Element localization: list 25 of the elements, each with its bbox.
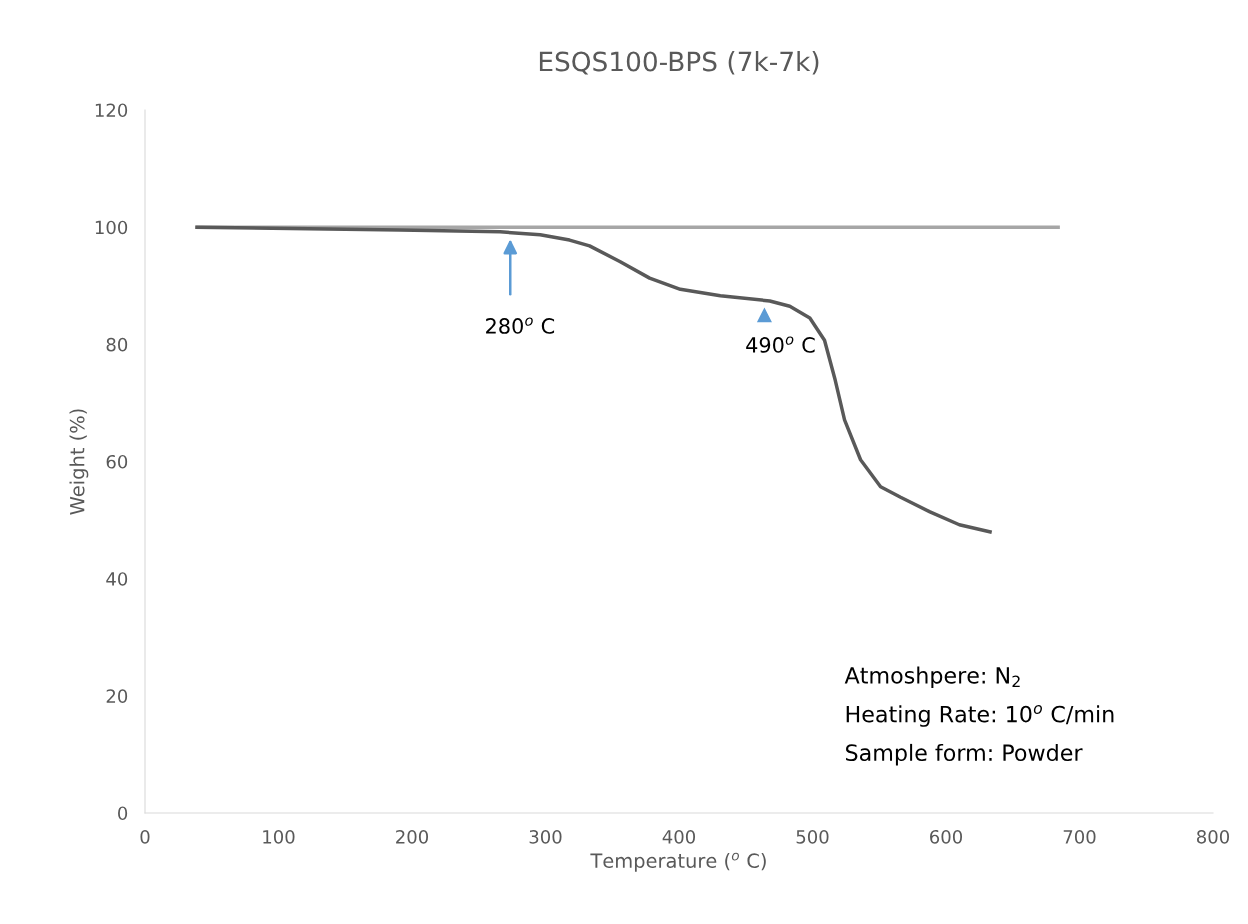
x-tick-label: 400 — [662, 829, 696, 844]
annotation: 280$^{o}$ C — [486, 317, 555, 334]
annotation: Heating Rate: 10$^{o}$ C/min — [846, 704, 1114, 727]
x-tick-label: 300 — [529, 829, 562, 844]
annotation: 490$^{o}$ C — [746, 336, 815, 353]
x-tick-label: 200 — [396, 829, 429, 844]
x-tick-label: 700 — [1063, 829, 1096, 844]
line-series — [195, 225, 992, 534]
annotation: Atmoshpere: N$_{2}$ — [844, 666, 1020, 689]
y-tick-label: 100 — [95, 220, 128, 235]
x-tick-label: 800 — [1196, 829, 1230, 844]
y-tick-label: 0 — [118, 806, 128, 821]
y-tick-label: 20 — [106, 689, 128, 703]
annotation: Sample form: Powder — [846, 743, 1083, 766]
x-tick-label: 0 — [140, 829, 150, 844]
y-tick-label: 80 — [106, 337, 128, 352]
y-tick-label: 60 — [106, 454, 128, 469]
chart-title: ESQS100-BPS (7k-7k) — [539, 51, 819, 75]
y-axis-title: Weight (%) — [69, 409, 89, 515]
x-axis-title: Temperature ($^{o}$ C) — [590, 852, 766, 872]
x-tick-label: 600 — [930, 829, 963, 844]
y-tick-label: 120 — [95, 103, 128, 118]
x-tick-label: 500 — [796, 829, 829, 844]
x-tick-label: 100 — [263, 829, 295, 844]
y-tick-label: 40 — [106, 572, 128, 586]
